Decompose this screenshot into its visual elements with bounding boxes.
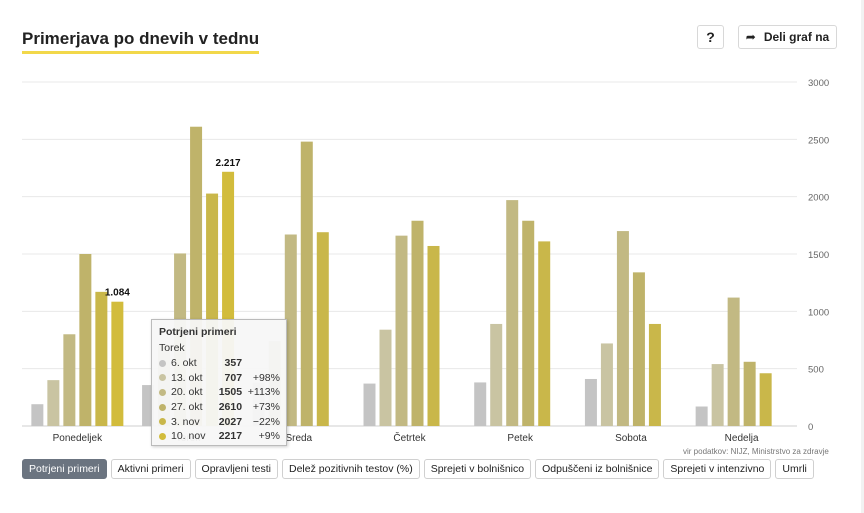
tab-umrli[interactable]: Umrli (775, 459, 814, 479)
bar[interactable] (743, 361, 756, 426)
tab-potrjeni-primeri[interactable]: Potrjeni primeri (22, 459, 107, 479)
bar[interactable] (616, 231, 629, 426)
y-tick-label: 2000 (808, 193, 829, 204)
tooltip-row-label: 27. okt (171, 401, 203, 414)
bar[interactable] (363, 383, 376, 426)
tooltip-row-change: +113% (247, 386, 280, 399)
bar[interactable] (95, 291, 108, 426)
tab-odpuščeni-iz-bolnišnice[interactable]: Odpuščeni iz bolnišnice (535, 459, 660, 479)
tooltip-title: Potrjeni primeri (159, 326, 237, 338)
bar[interactable] (47, 380, 60, 426)
tooltip-row-value: 357 (224, 357, 243, 370)
tab-opravljeni-testi[interactable]: Opravljeni testi (194, 459, 278, 479)
bar[interactable] (316, 232, 329, 426)
tooltip-row: 10. nov 2217 +9% (159, 429, 280, 444)
bar[interactable] (632, 272, 645, 426)
bar[interactable] (284, 234, 297, 426)
share-button[interactable]: ➦ Deli graf na (738, 25, 837, 49)
tooltip-row-change: −22% (252, 415, 280, 428)
share-label: Deli graf na (763, 30, 830, 44)
bar[interactable] (759, 373, 772, 426)
tooltip-row: 6. okt 357 (159, 356, 280, 371)
bar[interactable] (727, 297, 740, 426)
tooltip-row-label: 13. okt (171, 371, 203, 384)
tooltip-row-change: +98% (252, 371, 280, 384)
legend-dot-icon (159, 388, 166, 396)
y-tick-label: 1500 (808, 250, 829, 261)
tooltip-rows: 6. okt 357 13. okt 707 +98% 20. okt 1505 +113% 2… (159, 356, 280, 444)
x-tick-label: Petek (507, 433, 534, 444)
tooltip-row-change: +73% (252, 401, 280, 414)
bar[interactable] (379, 329, 392, 426)
legend-dot-icon (159, 359, 166, 367)
metric-tabs: Potrjeni primeri Aktivni primeri Opravljen… (22, 459, 814, 479)
bar[interactable] (538, 241, 551, 426)
tab-delež-pozitivnih-testov[interactable]: Delež pozitivnih testov (%) (282, 459, 420, 479)
bar[interactable] (711, 364, 724, 426)
tooltip-row: 13. okt 707 +98% (159, 371, 280, 386)
bar[interactable] (648, 323, 661, 426)
legend-dot-icon (159, 432, 166, 440)
tooltip-row-value: 707 (224, 371, 243, 384)
tooltip-row-value: 1505 (218, 386, 243, 399)
tooltip-row-label: 6. okt (171, 357, 197, 370)
legend-dot-icon (159, 374, 166, 382)
bar[interactable] (522, 220, 535, 426)
tooltip-row: 3. nov 2027 −22% (159, 414, 280, 429)
y-tick-label: 3000 (808, 78, 829, 89)
y-tick-label: 0 (808, 422, 813, 433)
bar[interactable] (490, 323, 503, 426)
tooltip-row: 20. okt 1505 +113% (159, 385, 280, 400)
bar[interactable] (427, 245, 440, 426)
legend-dot-icon (159, 418, 166, 426)
data-source: vir podatkov: NIJZ, Ministrstvo za zdrav… (683, 447, 829, 456)
bar[interactable] (63, 334, 76, 426)
x-tick-label: Sobota (615, 433, 647, 444)
y-tick-label: 2500 (808, 135, 829, 146)
share-arrow-icon: ➦ (745, 30, 756, 44)
bar[interactable] (600, 343, 613, 426)
tab-sprejeti-v-intenzivno[interactable]: Sprejeti v intenzivno (663, 459, 772, 479)
bar[interactable] (506, 200, 519, 426)
bar[interactable] (300, 141, 313, 427)
tooltip-row-value: 2217 (218, 430, 243, 443)
tooltip-row-value: 2027 (218, 415, 243, 428)
tooltip: Potrjeni primeri Torek 6. okt 357 13. okt 7… (151, 319, 287, 446)
x-tick-label: Nedelja (725, 433, 759, 444)
bar[interactable] (411, 220, 424, 426)
legend-dot-icon (159, 403, 166, 411)
tab-aktivni-primeri[interactable]: Aktivni primeri (110, 459, 191, 479)
tooltip-row-change: +9% (258, 430, 280, 443)
bar[interactable] (111, 301, 124, 426)
bar[interactable] (79, 254, 92, 426)
tab-sprejeti-v-bolnišnico[interactable]: Sprejeti v bolnišnico (423, 459, 532, 479)
x-tick-label: Sreda (285, 433, 312, 444)
y-tick-label: 1000 (808, 307, 829, 318)
help-button[interactable]: ? (697, 25, 724, 49)
tooltip-subtitle: Torek (159, 342, 185, 354)
bar[interactable] (474, 382, 487, 426)
data-label: 2.217 (216, 158, 241, 169)
x-tick-label: Ponedeljek (53, 433, 103, 444)
bar[interactable] (395, 235, 408, 426)
bar[interactable] (31, 404, 44, 426)
tooltip-row-value: 2610 (218, 401, 243, 414)
tooltip-row: 27. okt 2610 +73% (159, 400, 280, 415)
tooltip-row-label: 3. nov (171, 415, 200, 428)
data-label: 1.084 (105, 288, 130, 299)
tooltip-row-label: 10. nov (171, 430, 206, 443)
bar[interactable] (584, 378, 597, 426)
chart-title: Primerjava po dnevih v tednu (22, 29, 260, 54)
bar[interactable] (695, 406, 708, 426)
x-tick-label: Četrtek (393, 431, 426, 444)
help-label: ? (706, 29, 715, 45)
y-tick-label: 500 (808, 365, 824, 376)
tooltip-row-label: 20. okt (171, 386, 203, 399)
